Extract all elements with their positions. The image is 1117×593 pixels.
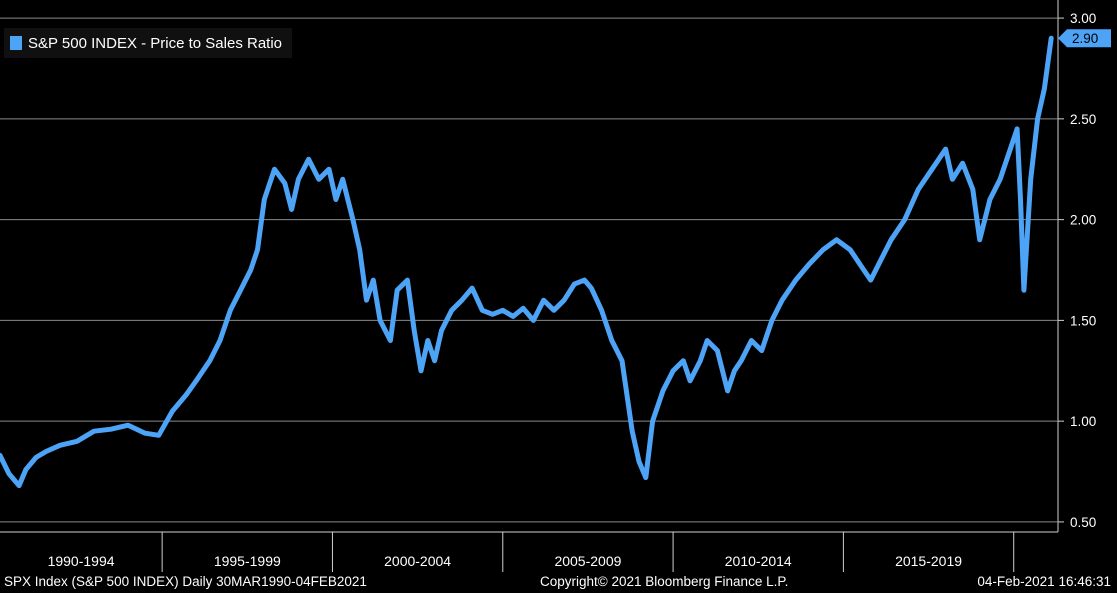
x-tick-label: 1990-1994 <box>48 553 115 569</box>
last-value-label: 2.90 <box>1072 31 1098 46</box>
x-tick-label: 2000-2004 <box>384 553 451 569</box>
footer-copyright: Copyright© 2021 Bloomberg Finance L.P. <box>540 574 789 589</box>
last-value-badge <box>1058 29 1111 48</box>
footer-bar: SPX Index (S&P 500 INDEX) Daily 30MAR199… <box>0 572 1117 593</box>
footer-timestamp: 04-Feb-2021 16:46:31 <box>977 574 1111 589</box>
x-tick-label: 1995-1999 <box>214 553 281 569</box>
legend-label: S&P 500 INDEX - Price to Sales Ratio <box>28 34 283 52</box>
series-line <box>0 35 1054 489</box>
x-tick-label: 2005-2009 <box>554 553 621 569</box>
y-tick-label: 2.00 <box>1070 213 1096 228</box>
legend-swatch <box>10 36 22 50</box>
y-tick-label: 1.50 <box>1070 313 1096 328</box>
x-tick-label: 2015-2019 <box>895 553 962 569</box>
footer-security-info: SPX Index (S&P 500 INDEX) Daily 30MAR199… <box>4 574 367 589</box>
y-tick-label: 0.50 <box>1070 515 1096 530</box>
y-tick-label: 3.00 <box>1070 11 1096 26</box>
x-tick-label: 2010-2014 <box>725 553 792 569</box>
chart-legend: S&P 500 INDEX - Price to Sales Ratio <box>4 28 293 58</box>
y-tick-label: 1.00 <box>1070 414 1096 429</box>
y-tick-label: 2.50 <box>1070 112 1096 127</box>
